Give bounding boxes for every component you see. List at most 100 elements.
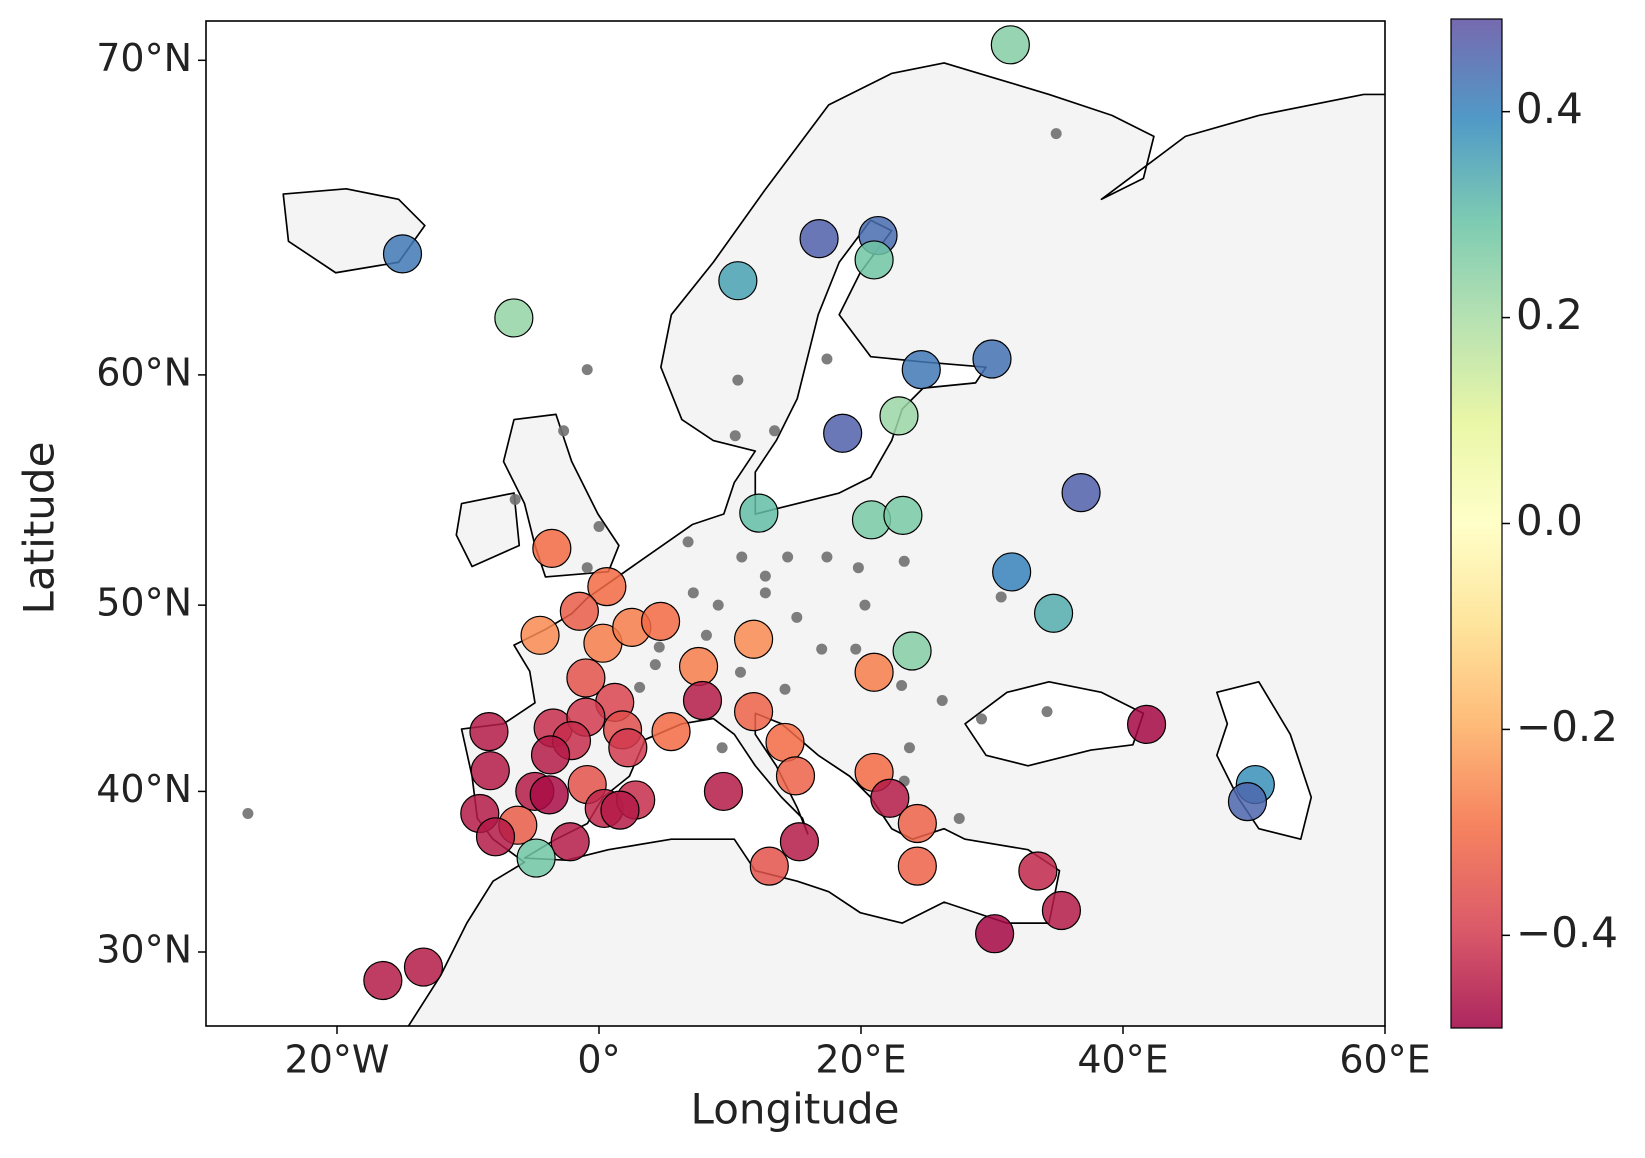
station-marker [823, 413, 863, 453]
y-tick-label: 30°N [96, 928, 192, 972]
station-marker [651, 712, 691, 752]
grey-point [769, 425, 781, 437]
station-marker [1018, 851, 1058, 891]
station-marker [990, 25, 1030, 65]
x-tick-label: 0° [577, 1038, 620, 1082]
station-marker [587, 567, 627, 607]
colorbar-tick-label: 0.0 [1516, 496, 1583, 545]
x-tick-label: 20°E [815, 1038, 906, 1082]
grey-point [898, 555, 910, 567]
station-marker [901, 350, 941, 390]
grey-point [779, 683, 791, 695]
grey-point [736, 551, 748, 563]
grey-point [782, 551, 794, 563]
station-marker [718, 261, 758, 301]
ireland [455, 492, 521, 568]
station-marker [470, 751, 510, 791]
station-marker [879, 396, 919, 436]
station-marker [749, 846, 789, 886]
grey-point [936, 695, 948, 707]
station-marker [1041, 890, 1082, 931]
station-marker [972, 339, 1012, 379]
station-marker [559, 591, 599, 631]
station-marker [494, 298, 534, 338]
grey-point [821, 551, 833, 563]
grey-point [734, 666, 746, 678]
station-marker [897, 803, 937, 844]
grey-point [593, 521, 605, 533]
grey-point [791, 611, 803, 623]
colorbar-tick-label: 0.4 [1516, 84, 1583, 133]
station-marker [475, 817, 516, 857]
basemap [206, 21, 1385, 1026]
grey-point [821, 353, 833, 365]
station-marker [739, 493, 779, 533]
grey-point [653, 641, 665, 653]
grey-point [850, 643, 862, 655]
markers [242, 25, 1275, 1001]
grey-point [976, 713, 988, 725]
station-marker [608, 728, 648, 768]
station-marker [682, 680, 723, 721]
station-marker [532, 528, 572, 569]
colorbar [1450, 18, 1503, 1029]
colorbar-tick-label: −0.4 [1516, 908, 1618, 957]
grey-point [1041, 706, 1053, 718]
station-marker [403, 947, 444, 987]
y-tick-label: 40°N [96, 767, 192, 811]
grey-point [581, 364, 593, 376]
station-marker [992, 552, 1032, 592]
station-marker [870, 778, 910, 818]
x-axis-label: Longitude [691, 1085, 900, 1134]
station-marker [566, 658, 606, 698]
grey-point [687, 587, 699, 599]
station-marker [892, 631, 932, 671]
station-marker [382, 234, 423, 274]
y-axis-label: Latitude [15, 442, 64, 615]
station-marker [1227, 782, 1268, 822]
grey-point [1050, 128, 1062, 140]
grey-point [700, 629, 712, 641]
y-tick-label: 60°N [96, 350, 192, 394]
station-marker [469, 712, 509, 752]
coastlines [206, 21, 1385, 1026]
station-marker [600, 790, 640, 830]
station-marker [854, 240, 894, 280]
grey-point [682, 536, 694, 548]
station-marker [1033, 593, 1074, 633]
grey-point [634, 681, 646, 693]
station-marker [529, 775, 569, 815]
station-marker [678, 646, 719, 687]
station-marker [703, 771, 744, 812]
grey-point [509, 494, 521, 506]
station-marker [975, 914, 1015, 954]
grey-point [903, 742, 915, 754]
station-marker [516, 838, 556, 878]
station-marker [779, 822, 820, 862]
grey-point [581, 562, 593, 574]
station-marker [1126, 704, 1167, 745]
grey-point [242, 807, 254, 819]
grey-point [558, 425, 570, 437]
grey-point [953, 813, 965, 825]
grey-point [712, 599, 724, 611]
grey-point [732, 374, 744, 386]
station-marker [765, 722, 805, 763]
colorbar-tick-label: 0.2 [1516, 290, 1583, 339]
grey-point [729, 430, 741, 442]
grey-point [995, 591, 1007, 603]
station-marker [520, 615, 560, 655]
station-marker [550, 822, 590, 862]
grey-point [896, 680, 908, 692]
baltic-sea [754, 219, 987, 515]
colorbar-tick-label: −0.2 [1516, 702, 1618, 751]
plot-frame [205, 20, 1386, 1027]
station-marker [640, 601, 681, 641]
station-marker [799, 219, 839, 259]
station-marker [775, 756, 816, 796]
y-tick-label: 70°N [96, 36, 192, 80]
station-marker [530, 735, 571, 775]
x-tick-label: 60°E [1339, 1038, 1430, 1082]
station-marker [733, 692, 774, 732]
